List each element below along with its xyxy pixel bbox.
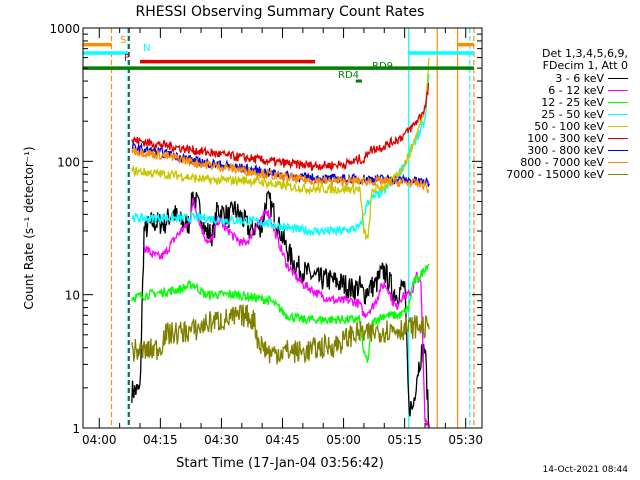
series-line-5 <box>131 83 430 172</box>
x-tick-label-4: 05:00 <box>326 433 361 447</box>
legend-header-line-2: FDecim 1, Att 0 <box>542 59 628 72</box>
legend-swatch <box>608 113 628 115</box>
legend-entry-3: 25 - 50 keV <box>470 107 636 121</box>
legend-swatch <box>608 89 628 91</box>
y-axis-label: Count Rate (s⁻¹ detector⁻¹) <box>22 146 36 309</box>
flag-label-s: S <box>120 35 126 46</box>
legend-entries: 3 - 6 keV 6 - 12 keV 12 - 25 keV 25 - 50 ke… <box>470 71 636 181</box>
legend-label: 50 - 100 keV <box>534 119 604 133</box>
series-line-8 <box>131 304 430 365</box>
series-line-2 <box>131 263 430 363</box>
legend-swatch <box>608 125 628 127</box>
plot-area <box>83 28 475 428</box>
legend: Det 1,3,4,5,6,9, FDecim 1, Att 0 3 - 6 k… <box>470 47 636 181</box>
legend-label: 6 - 12 keV <box>548 83 604 97</box>
legend-swatch <box>608 161 628 163</box>
legend-entry-5: 100 - 300 keV <box>470 131 636 145</box>
legend-entry-7: 800 - 7000 keV <box>470 155 636 169</box>
legend-entry-0: 3 - 6 keV <box>470 71 636 85</box>
legend-label: 800 - 7000 keV <box>520 155 604 169</box>
flag-label-n: N <box>143 43 150 54</box>
x-tick-label-3: 04:45 <box>265 433 300 447</box>
legend-swatch <box>608 137 628 139</box>
legend-entry-4: 50 - 100 keV <box>470 119 636 133</box>
legend-entry-2: 12 - 25 keV <box>470 95 636 109</box>
legend-swatch <box>608 77 628 79</box>
series-line-0 <box>131 190 430 428</box>
axes: S N F RD9 RD4 1 10 100 1000 04:00 04:15 04:30 04:45 0… <box>49 22 483 447</box>
chart-title: RHESSI Observing Summary Count Rates <box>136 4 425 20</box>
generation-timestamp: 14-Oct-2021 08:44 <box>542 465 628 475</box>
series-line-3 <box>131 74 430 237</box>
x-tick-label-2: 04:30 <box>204 433 239 447</box>
legend-entry-8: 7000 - 15000 keV <box>470 167 636 181</box>
legend-label: 3 - 6 keV <box>555 71 604 85</box>
legend-label: 7000 - 15000 keV <box>506 167 604 181</box>
y-tick-label-1: 10 <box>65 289 80 303</box>
legend-swatch <box>608 101 628 103</box>
legend-label: 100 - 300 keV <box>527 131 604 145</box>
x-tick-label-0: 04:00 <box>82 433 117 447</box>
y-tick-label-2: 100 <box>57 155 80 169</box>
y-tick-label-0: 1 <box>72 422 80 436</box>
legend-swatch <box>608 173 628 175</box>
y-tick-label-3: 1000 <box>49 22 80 36</box>
x-tick-label-6: 05:30 <box>448 433 483 447</box>
x-axis-label: Start Time (17-Jan-04 03:56:42) <box>176 456 384 471</box>
flag-label-f: F <box>124 53 130 64</box>
flag-label-rd9: RD9 <box>372 61 393 72</box>
series-line-4 <box>131 57 430 242</box>
series-line-7 <box>131 146 430 194</box>
legend-entry-1: 6 - 12 keV <box>470 83 636 97</box>
legend-label: 25 - 50 keV <box>541 107 604 121</box>
series-line-1 <box>143 197 430 428</box>
x-tick-label-5: 05:15 <box>387 433 422 447</box>
legend-label: 300 - 800 keV <box>527 143 604 157</box>
legend-header-line-1: Det 1,3,4,5,6,9, <box>541 47 628 60</box>
legend-swatch <box>608 149 628 151</box>
legend-label: 12 - 25 keV <box>541 95 604 109</box>
x-tick-label-1: 04:15 <box>143 433 178 447</box>
flag-label-rd4: RD4 <box>338 70 359 81</box>
legend-entry-6: 300 - 800 keV <box>470 143 636 157</box>
